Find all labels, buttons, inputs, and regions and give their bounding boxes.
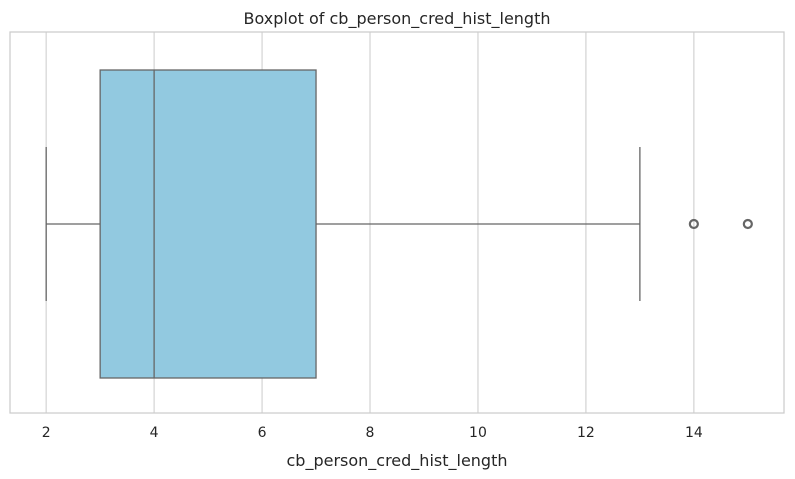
plot-frame	[9, 31, 785, 414]
x-axis-ticks: 2 4 6 8 10 12 14	[42, 425, 703, 441]
x-tick-label: 2	[42, 425, 51, 441]
outlier-point	[742, 218, 753, 230]
plot-area	[45, 69, 753, 379]
chart-title: Boxplot of cb_person_cred_hist_length	[243, 9, 550, 29]
x-axis-label: cb_person_cred_hist_length	[286, 451, 507, 471]
x-tick-label: 12	[577, 425, 595, 441]
x-tick-label: 8	[366, 425, 375, 441]
x-tick-label: 14	[685, 425, 703, 441]
x-tick-label: 6	[258, 425, 267, 441]
outlier-point	[688, 218, 699, 230]
x-tick-label: 4	[150, 425, 159, 441]
x-tick-label: 10	[469, 425, 487, 441]
iqr-box	[99, 69, 317, 379]
